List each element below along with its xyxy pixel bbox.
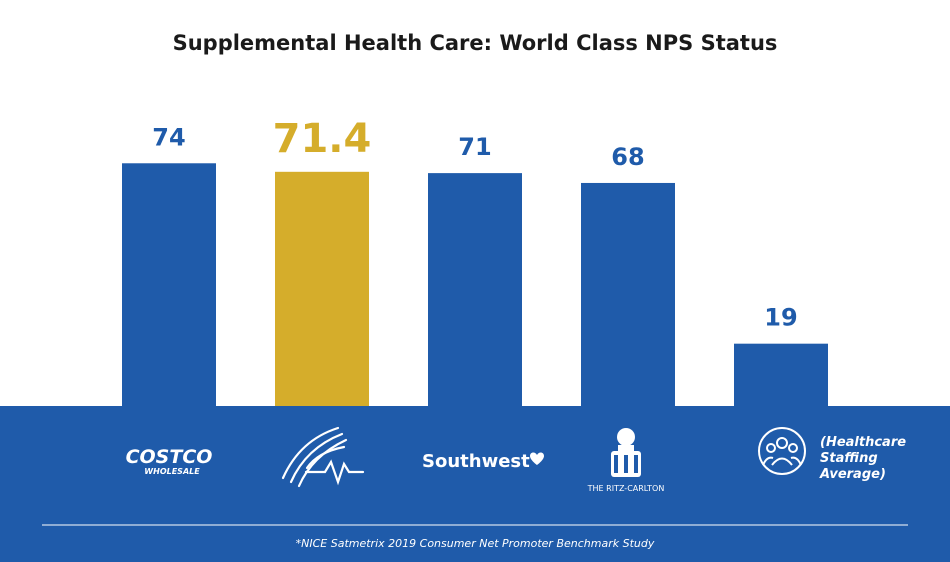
ritz-carlton-wordmark: THE RITZ-CARLTON (587, 484, 665, 493)
chart-title: Supplemental Health Care: World Class NP… (173, 31, 778, 55)
costco-logo-wordmark: COSTCO (126, 446, 213, 468)
healthcare-label-line3: Average) (819, 467, 886, 482)
bar-2 (275, 171, 369, 407)
bar-1 (122, 163, 216, 407)
bar-3 (428, 173, 522, 407)
southwest-logo-wordmark: Southwest (422, 451, 530, 472)
footnote: *NICE Satmetrix 2019 Consumer Net Promot… (296, 537, 655, 550)
southwest-logo: Southwest (422, 451, 544, 472)
value-label-4: 68 (611, 143, 644, 171)
people-group-icon (758, 427, 806, 475)
costco-logo-subtext: WHOLESALE (144, 467, 200, 476)
value-label-3: 71 (458, 133, 491, 161)
bar-4 (581, 182, 675, 407)
value-label-5: 19 (764, 304, 797, 332)
healthcare-label-line2: Staffing (820, 451, 878, 466)
bars (122, 163, 828, 407)
value-label-2: 71.4 (273, 116, 372, 162)
value-label-1: 74 (152, 123, 185, 151)
heart-icon (530, 452, 544, 465)
shc-logo-icon (281, 426, 365, 488)
lion-crest-icon (611, 428, 641, 477)
healthcare-label-line1: (Healthcare (820, 435, 906, 450)
value-labels: 74 71.4 71 68 19 (152, 116, 797, 332)
ritz-carlton-logo: THE RITZ-CARLTON (587, 428, 665, 493)
costco-logo: COSTCO WHOLESALE (126, 446, 213, 476)
logo-band (0, 406, 950, 562)
bar-5 (734, 343, 828, 407)
